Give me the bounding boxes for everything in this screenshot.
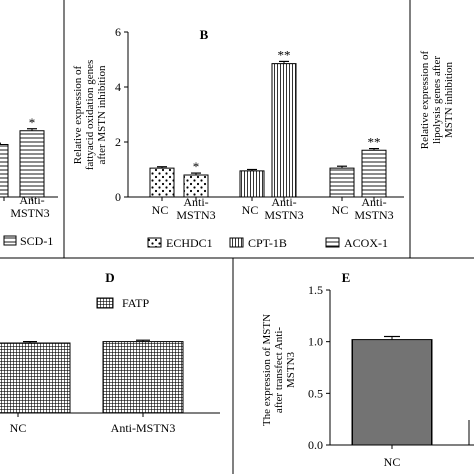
bar-b-2-0 (329, 167, 355, 198)
x-label-b-1-1a: Anti- (271, 195, 296, 209)
significance-b-1-1: ** (278, 47, 291, 62)
legend-swatch-a (3, 235, 17, 246)
panel-title-d: D (105, 270, 114, 285)
bar-d-0 (0, 342, 71, 414)
x-label-a-1a: Anti- (19, 193, 44, 207)
bar-b-2-1 (361, 149, 387, 198)
x-label-b-0-0: NC (152, 203, 169, 217)
x-label-b-2-1a: Anti- (361, 195, 386, 209)
legend-label-b-2: ACOX-1 (344, 236, 388, 250)
panel-a: * Anti-MSTN3 SCD-1 (0, 115, 58, 248)
panel-c: Relative expression oflipolysis genes af… (419, 50, 455, 149)
y-axis-label-b-line-2: after MSTN inhibition (96, 65, 108, 164)
legend-swatch-b-1 (229, 237, 244, 248)
y-axis-label-e-line-1: after transfect Anti- (273, 327, 285, 413)
significance-b-0-1: * (193, 159, 200, 174)
x-label-a-1b: MSTN3 (10, 206, 49, 220)
bar-b-0-0 (149, 167, 175, 198)
y-tick-label-e-3: 1.5 (308, 283, 323, 297)
legend-label-a: SCD-1 (20, 234, 53, 248)
y-axis-label-e-line-0: The expression of MSTN (261, 314, 273, 426)
y-tick-label-e-2: 1.0 (308, 335, 323, 349)
y-axis-label-c-line-1: lipolysis genes after (431, 56, 443, 144)
legend-swatch-d (96, 297, 114, 309)
y-axis-label-b: Relative expression offattyacid oxidatio… (72, 60, 108, 171)
bar-b-0-1 (183, 174, 209, 198)
legend-swatch-b-2 (325, 237, 340, 248)
x-label-b-1-1b: MSTN3 (264, 208, 303, 222)
y-tick-label-b-2: 4 (115, 80, 121, 94)
significance-a-1: * (29, 115, 36, 130)
legend-swatch-b-0 (147, 237, 162, 248)
legend-label-b-0: ECHDC1 (166, 236, 213, 250)
bar-a-1 (19, 130, 45, 198)
y-axis-label-b-line-0: Relative expression of (72, 65, 84, 164)
panel-title-e: E (342, 270, 351, 285)
y-axis-label-c-line-2: MSTN inhibition (443, 61, 455, 138)
bar-b-1-0 (239, 170, 265, 198)
y-axis-label-e: The expression of MSTNafter transfect An… (261, 314, 297, 426)
bar-a-0 (0, 144, 9, 198)
y-tick-label-b-0: 0 (115, 190, 121, 204)
bar-e-0 (351, 339, 433, 446)
panel-b: B 0 2 4 6 Relative expression offattyacid oxi… (72, 25, 404, 250)
x-label-b-0-1a: Anti- (183, 195, 208, 209)
panel-d: D FATP NC Anti-MSTN3 (0, 270, 220, 435)
x-label-b-1-0: NC (242, 203, 259, 217)
y-axis-label-e-line-2: MSTN3 (285, 351, 297, 388)
legend-label-b-1: CPT-1B (248, 236, 287, 250)
legend-label-d: FATP (122, 296, 149, 310)
panel-title-b: B (200, 27, 209, 42)
significance-b-2-1: ** (368, 135, 381, 150)
bar-d-1 (102, 341, 184, 414)
bar-b-1-1 (271, 63, 297, 198)
y-tick-label-b-1: 2 (115, 135, 121, 149)
y-tick-label-e-1: 0.5 (308, 386, 323, 400)
x-label-e-0: NC (384, 455, 401, 469)
y-tick-label-e-0: 0.0 (308, 438, 323, 452)
y-axis-label-c: Relative expression oflipolysis genes af… (419, 50, 455, 149)
y-axis-label-c-line-0: Relative expression of (419, 50, 431, 149)
x-label-d-1: Anti-MSTN3 (111, 421, 176, 435)
x-label-d-0: NC (10, 421, 27, 435)
x-label-b-2-1b: MSTN3 (354, 208, 393, 222)
panel-e: E 0.0 0.5 1.0 1.5 The expression of MSTNafter… (261, 270, 474, 469)
y-tick-label-b-3: 6 (115, 25, 121, 39)
x-label-b-0-1b: MSTN3 (176, 208, 215, 222)
x-label-b-2-0: NC (332, 203, 349, 217)
y-axis-label-b-line-1: fattyacid oxidation genes (84, 60, 96, 171)
